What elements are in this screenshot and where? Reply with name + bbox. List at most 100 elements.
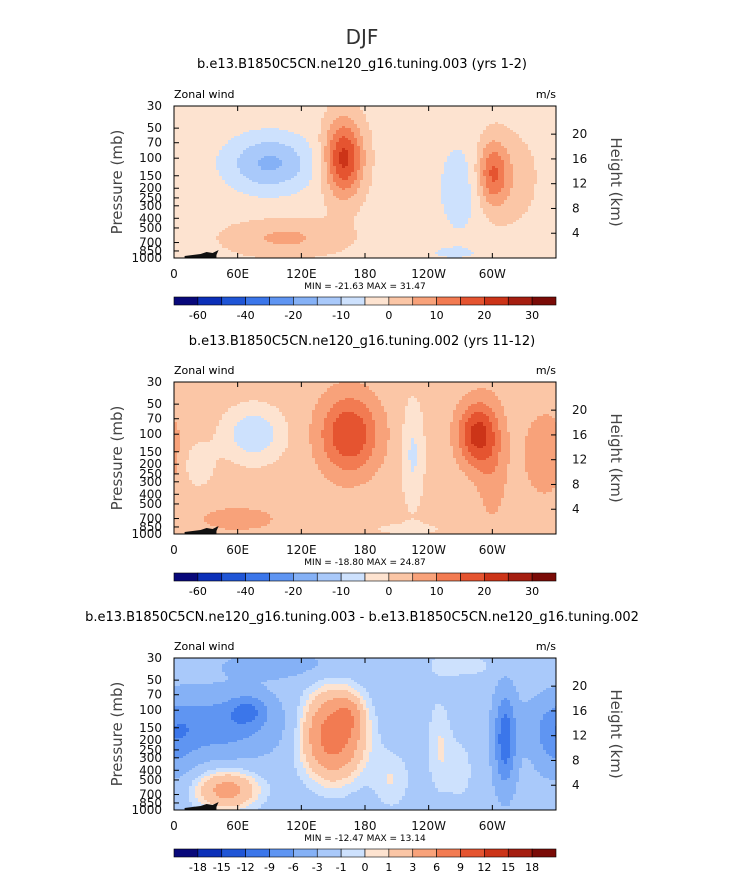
x-tick-label: 60W — [479, 819, 506, 833]
x-tick-label: 180 — [354, 543, 377, 557]
colorbar-box — [437, 849, 461, 857]
y-tick-label: 30 — [147, 375, 162, 389]
colorbar-box — [293, 297, 317, 305]
height-tick-label: 20 — [572, 403, 587, 417]
colorbar-box — [270, 849, 294, 857]
colorbar: -60 -40 -20 -10 0 10 20 30 — [174, 573, 556, 598]
height-tick-label: 12 — [572, 177, 587, 191]
colorbar-box — [365, 849, 389, 857]
height-tick-label: 16 — [572, 428, 587, 442]
height-tick-label: 4 — [572, 502, 580, 516]
y-axis-label: Pressure (mb) — [108, 682, 126, 787]
x-tick-label: 0 — [170, 267, 178, 281]
colorbar-box — [413, 849, 437, 857]
colorbar-box — [270, 573, 294, 581]
variable-label: Zonal wind — [174, 364, 235, 377]
units-label: m/s — [536, 364, 556, 377]
x-tick-label: 120W — [411, 543, 446, 557]
colorbar-label: -18 — [189, 861, 207, 872]
colorbar-box — [508, 849, 532, 857]
colorbar-label: 30 — [525, 309, 539, 322]
colorbar-label: -20 — [284, 309, 302, 322]
colorbar-label: 20 — [477, 585, 491, 598]
x-tick-label: 0 — [170, 819, 178, 833]
contour-field — [174, 658, 556, 810]
colorbar-label: -40 — [237, 585, 255, 598]
colorbar-label: 1 — [385, 861, 392, 872]
x-tick-label: 120E — [286, 543, 317, 557]
colorbar-box — [461, 573, 485, 581]
height-tick-label: 20 — [572, 679, 587, 693]
colorbar-box — [198, 297, 222, 305]
x-tick-label: 180 — [354, 267, 377, 281]
colorbar-label: -6 — [288, 861, 299, 872]
y-tick-label: 500 — [139, 497, 162, 511]
height-tick-label: 8 — [572, 477, 580, 491]
panel-2: b.e13.B1850C5CN.ne120_g16.tuning.002 (yr… — [108, 334, 625, 598]
colorbar-label: 20 — [477, 309, 491, 322]
colorbar-box — [222, 297, 246, 305]
colorbar-box — [317, 573, 341, 581]
colorbar-label: -20 — [284, 585, 302, 598]
height-tick-label: 4 — [572, 778, 580, 792]
height-tick-label: 12 — [572, 729, 587, 743]
colorbar-box — [389, 573, 413, 581]
colorbar-box — [437, 297, 461, 305]
height-tick-label: 16 — [572, 704, 587, 718]
y-tick-label: 1000 — [131, 803, 162, 817]
colorbar-label: 18 — [525, 861, 539, 872]
colorbar-label: 10 — [430, 585, 444, 598]
contour-field — [174, 106, 556, 258]
height-axis-label: Height (km) — [607, 137, 625, 226]
colorbar-box — [317, 297, 341, 305]
y-tick-label: 70 — [147, 136, 162, 150]
colorbar-label: 3 — [409, 861, 416, 872]
colorbar-box — [341, 573, 365, 581]
colorbar-box — [461, 297, 485, 305]
height-tick-label: 12 — [572, 453, 587, 467]
colorbar-box — [246, 297, 270, 305]
y-axis-label: Pressure (mb) — [108, 130, 126, 235]
x-tick-label: 60W — [479, 267, 506, 281]
y-tick-label: 50 — [147, 397, 162, 411]
colorbar-label: -1 — [336, 861, 347, 872]
x-tick-label: 120E — [286, 819, 317, 833]
colorbar-box — [532, 573, 556, 581]
colorbar-label: 9 — [457, 861, 464, 872]
height-tick-label: 4 — [572, 226, 580, 240]
x-tick-label: 60E — [226, 267, 249, 281]
colorbar-box — [341, 849, 365, 857]
units-label: m/s — [536, 640, 556, 653]
y-tick-label: 100 — [139, 703, 162, 717]
colorbar-box — [389, 297, 413, 305]
min-max-text: MIN = -18.80 MAX = 24.87 — [304, 558, 425, 568]
colorbar-box — [198, 849, 222, 857]
colorbar-box — [437, 573, 461, 581]
colorbar-box — [222, 849, 246, 857]
colorbar-box — [270, 297, 294, 305]
colorbar-label: -40 — [237, 309, 255, 322]
colorbar-label: 0 — [385, 309, 392, 322]
y-tick-label: 100 — [139, 427, 162, 441]
panel-title: b.e13.B1850C5CN.ne120_g16.tuning.003 - b… — [85, 610, 639, 625]
colorbar-label: 12 — [477, 861, 491, 872]
colorbar-box — [174, 573, 198, 581]
y-axis-label: Pressure (mb) — [108, 406, 126, 511]
y-tick-label: 70 — [147, 688, 162, 702]
x-tick-label: 60W — [479, 543, 506, 557]
colorbar-box — [174, 849, 198, 857]
y-tick-label: 70 — [147, 412, 162, 426]
x-tick-label: 180 — [354, 819, 377, 833]
colorbar-box — [293, 849, 317, 857]
y-tick-label: 1000 — [131, 527, 162, 541]
y-tick-label: 500 — [139, 221, 162, 235]
colorbar-label: -15 — [213, 861, 231, 872]
colorbar-label: -60 — [189, 309, 207, 322]
colorbar-box — [508, 573, 532, 581]
colorbar-box — [246, 573, 270, 581]
colorbar-box — [532, 297, 556, 305]
x-tick-label: 120W — [411, 819, 446, 833]
y-tick-label: 100 — [139, 151, 162, 165]
colorbar-box — [174, 297, 198, 305]
units-label: m/s — [536, 88, 556, 101]
